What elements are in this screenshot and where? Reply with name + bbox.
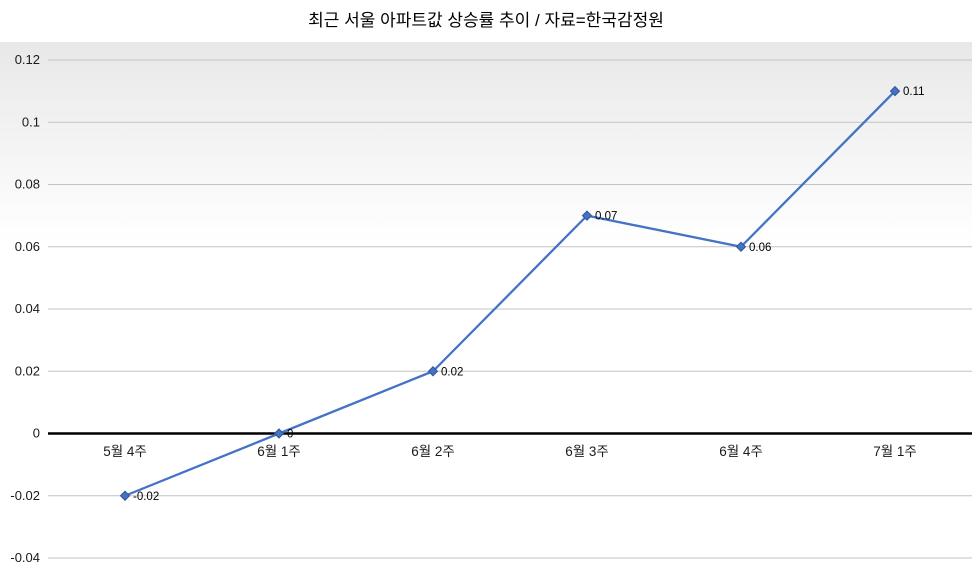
x-tick-label: 5월 4주: [103, 444, 147, 459]
y-tick-label: 0.1: [22, 114, 40, 129]
y-tick-label: 0.12: [15, 52, 40, 67]
data-point-label: 0.02: [441, 366, 463, 378]
y-tick-label: 0.04: [15, 301, 40, 316]
x-tick-label: 6월 3주: [565, 444, 609, 459]
plot-background-gradient: [0, 42, 972, 242]
y-tick-label: 0: [33, 426, 40, 441]
data-point-label: 0.07: [595, 211, 617, 223]
x-tick-label: 6월 1주: [257, 444, 301, 459]
gridlines-group: [48, 59, 972, 559]
series-polyline: [124, 90, 896, 497]
data-point-marker: [581, 210, 593, 221]
x-tick-label: 7월 1주: [873, 444, 917, 459]
y-tick-label: 0.08: [15, 177, 40, 192]
series-group: [119, 85, 901, 501]
data-point-marker: [273, 428, 285, 439]
data-point-marker: [119, 490, 131, 501]
data-point-label: 0: [287, 429, 293, 441]
data-point-marker: [735, 241, 747, 252]
y-tick-label: -0.04: [10, 550, 40, 565]
y-tick-label: -0.02: [10, 488, 40, 503]
y-tick-label: 0.02: [15, 363, 40, 378]
x-tick-label: 6월 2주: [411, 444, 455, 459]
x-axis-labels-group: 5월 4주 6월 1주 6월 2주 6월 3주 6월 4주 7월 1주: [103, 444, 917, 459]
y-axis-labels-group: -0.04 -0.02 0 0.02 0.04 0.06 0.08 0.1 0.12: [10, 52, 40, 565]
data-point-marker: [427, 366, 439, 377]
data-point-label: -0.02: [133, 491, 159, 503]
data-point-marker: [889, 85, 901, 97]
data-labels-group: -0.02 0 0.02 0.07 0.06 0.11: [133, 86, 925, 503]
data-point-label: 0.06: [749, 242, 771, 254]
chart-title: 최근 서울 아파트값 상승률 추이 / 자료=한국감정원: [308, 11, 664, 30]
y-tick-label: 0.06: [15, 239, 40, 254]
data-point-label: 0.11: [903, 86, 925, 98]
x-tick-label: 6월 4주: [719, 444, 763, 459]
